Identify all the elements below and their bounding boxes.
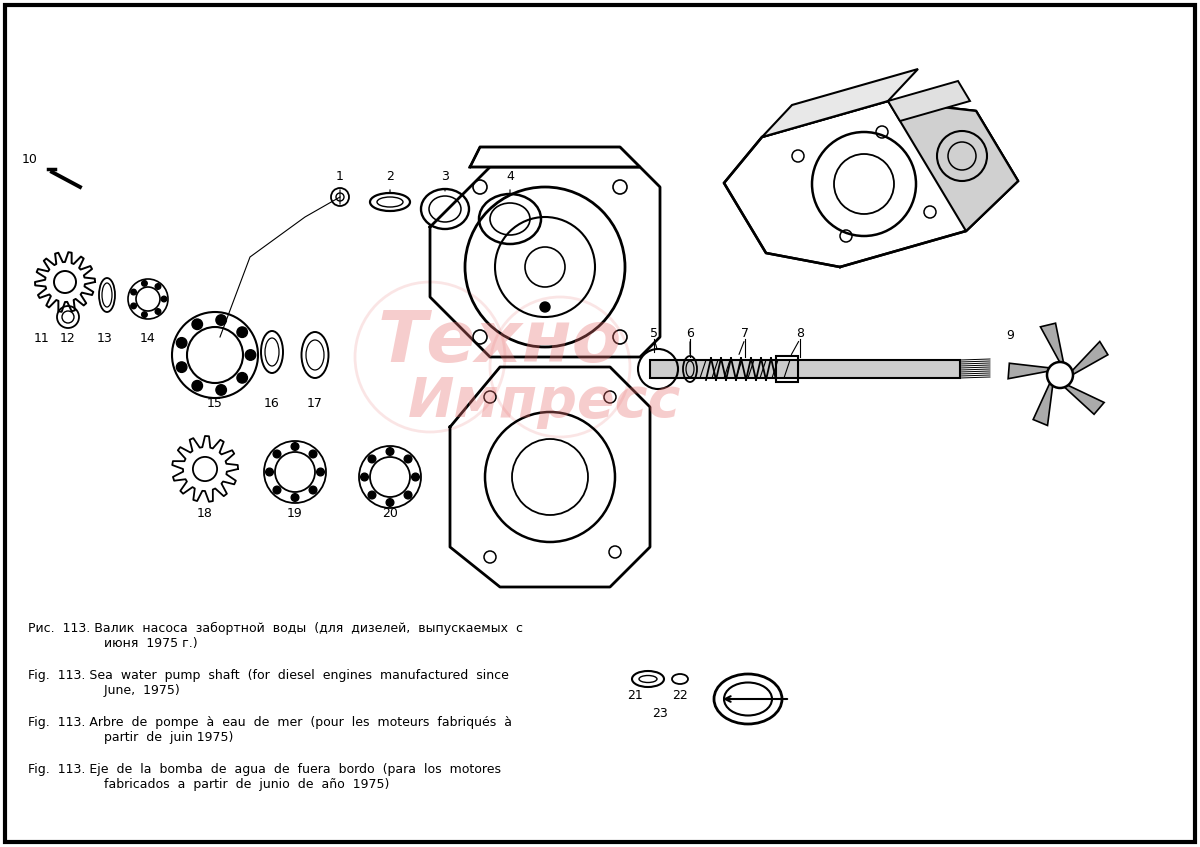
- Circle shape: [265, 468, 274, 476]
- Text: 4: 4: [506, 170, 514, 183]
- Polygon shape: [1008, 363, 1050, 379]
- Text: 7: 7: [742, 327, 749, 340]
- Text: Техно: Техно: [378, 307, 622, 377]
- Text: 1: 1: [336, 170, 344, 183]
- Polygon shape: [888, 81, 970, 121]
- Text: 21: 21: [628, 689, 643, 702]
- Text: 10: 10: [22, 152, 38, 165]
- Text: 19: 19: [287, 507, 302, 520]
- Text: 3: 3: [442, 170, 449, 183]
- Circle shape: [292, 443, 299, 451]
- Circle shape: [131, 290, 137, 295]
- Circle shape: [142, 312, 148, 318]
- Circle shape: [245, 350, 256, 360]
- Text: 14: 14: [140, 332, 156, 345]
- Circle shape: [161, 296, 167, 302]
- Text: Fig.  113. Eje  de  la  bomba  de  agua  de  fuera  bordo  (para  los  motores
 : Fig. 113. Eje de la bomba de agua de fue…: [28, 763, 502, 791]
- Text: Fig.  113. Arbre  de  pompe  à  eau  de  mer  (pour  les  moteurs  fabriqués  à
: Fig. 113. Arbre de pompe à eau de mer (p…: [28, 716, 512, 744]
- Circle shape: [216, 385, 227, 396]
- Circle shape: [292, 494, 299, 501]
- Text: 6: 6: [686, 327, 694, 340]
- Text: 20: 20: [382, 507, 398, 520]
- Circle shape: [1046, 362, 1073, 388]
- Text: 9: 9: [1006, 329, 1014, 342]
- Polygon shape: [724, 101, 1018, 267]
- Text: 11: 11: [34, 332, 50, 345]
- Circle shape: [404, 491, 412, 499]
- Polygon shape: [1040, 324, 1063, 363]
- Circle shape: [361, 473, 368, 481]
- Text: 2: 2: [386, 170, 394, 183]
- Circle shape: [236, 327, 247, 337]
- Polygon shape: [762, 69, 918, 137]
- Text: 5: 5: [650, 327, 658, 340]
- FancyArrow shape: [650, 360, 960, 378]
- Bar: [776, 356, 798, 382]
- Circle shape: [368, 491, 376, 499]
- Circle shape: [236, 373, 247, 383]
- Circle shape: [131, 303, 137, 309]
- Text: 15: 15: [208, 397, 223, 410]
- Circle shape: [368, 455, 376, 462]
- Circle shape: [142, 280, 148, 286]
- Circle shape: [317, 468, 324, 476]
- Text: 17: 17: [307, 397, 323, 410]
- Text: 12: 12: [60, 332, 76, 345]
- Polygon shape: [470, 147, 640, 167]
- Circle shape: [310, 450, 317, 458]
- Circle shape: [540, 302, 550, 312]
- Circle shape: [274, 486, 281, 494]
- Circle shape: [216, 315, 227, 325]
- Circle shape: [310, 486, 317, 494]
- Text: 13: 13: [97, 332, 113, 345]
- Text: 16: 16: [264, 397, 280, 410]
- Circle shape: [192, 380, 203, 391]
- Circle shape: [155, 308, 161, 314]
- Text: Импресс: Импресс: [408, 375, 682, 429]
- Text: 23: 23: [652, 707, 668, 720]
- Circle shape: [155, 284, 161, 290]
- Text: 8: 8: [796, 327, 804, 340]
- Circle shape: [192, 319, 203, 329]
- Circle shape: [404, 455, 412, 462]
- Polygon shape: [1033, 382, 1052, 425]
- Circle shape: [386, 499, 394, 507]
- Circle shape: [274, 450, 281, 458]
- Text: Fig.  113. Sea  water  pump  shaft  (for  diesel  engines  manufactured  since
 : Fig. 113. Sea water pump shaft (for dies…: [28, 669, 509, 697]
- Circle shape: [412, 473, 419, 481]
- Text: 22: 22: [672, 689, 688, 702]
- Circle shape: [386, 448, 394, 456]
- Polygon shape: [1063, 385, 1104, 414]
- Circle shape: [176, 362, 187, 373]
- Text: Рис.  113. Валик  насоса  забортной  воды  (для  дизелей,  выпускаемых  с
      : Рис. 113. Валик насоса забортной воды (д…: [28, 622, 523, 650]
- Polygon shape: [888, 101, 1018, 231]
- Text: 18: 18: [197, 507, 212, 520]
- Polygon shape: [1072, 341, 1108, 375]
- Circle shape: [176, 338, 187, 348]
